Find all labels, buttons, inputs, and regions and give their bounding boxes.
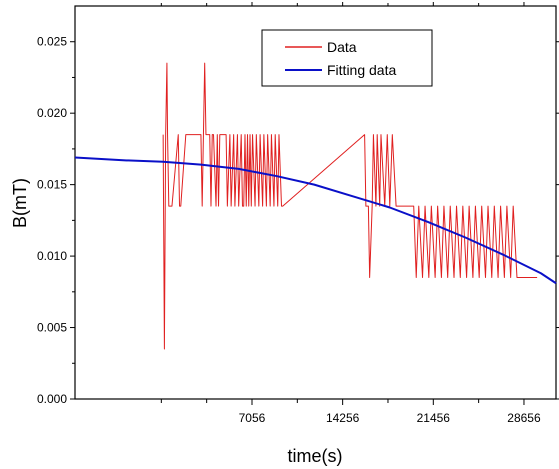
series-layer (74, 62, 557, 350)
y-tick-label: 0.000 (37, 392, 67, 406)
x-axis-title: time(s) (288, 446, 343, 466)
y-tick-label: 0.025 (37, 35, 67, 49)
series-line-fitting-data (74, 156, 557, 285)
y-tick-label: 0.020 (37, 106, 67, 120)
x-tick-label: 21456 (417, 411, 451, 425)
legend-label-fitting-data: Fitting data (327, 62, 396, 78)
legend-box (261, 29, 433, 87)
x-tick-label: 7056 (239, 411, 266, 425)
plot-frame (74, 5, 557, 400)
x-axis-tick-labels: 7056 14256 21456 28656 (239, 411, 541, 425)
y-tick-label: 0.010 (37, 249, 67, 263)
y-tick-label: 0.015 (37, 178, 67, 192)
y-axis-title: B(mT) (10, 178, 30, 228)
series-line-data (162, 62, 538, 350)
x-tick-label: 28656 (507, 411, 541, 425)
legend-label-data: Data (327, 39, 357, 55)
x-tick-label: 14256 (326, 411, 360, 425)
y-axis-tick-labels: 0.000 0.005 0.010 0.015 0.020 0.025 (37, 35, 67, 406)
y-tick-label: 0.005 (37, 321, 67, 335)
legend: Data Fitting data (261, 29, 433, 87)
